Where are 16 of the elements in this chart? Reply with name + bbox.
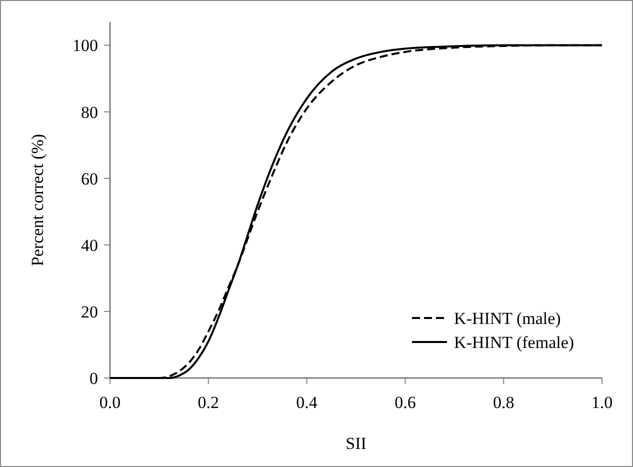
x-tick-label: 0.4 bbox=[296, 393, 318, 412]
y-tick-label: 100 bbox=[72, 36, 98, 56]
x-tick-label: 1.0 bbox=[591, 393, 613, 412]
legend-label: K-HINT (male) bbox=[454, 308, 561, 328]
x-tick-label: 0.2 bbox=[198, 393, 220, 412]
y-tick-label: 20 bbox=[81, 302, 98, 322]
x-tick-label: 0.0 bbox=[99, 393, 121, 412]
x-axis-title: SII bbox=[346, 434, 367, 453]
x-tick-label: 0.6 bbox=[394, 393, 416, 412]
y-tick-label: 60 bbox=[81, 169, 98, 188]
x-tick-label: 0.8 bbox=[492, 393, 514, 412]
y-tick-label: 40 bbox=[81, 236, 98, 255]
y-axis-title: Percent correct (%) bbox=[28, 134, 47, 266]
y-tick-label: 0 bbox=[90, 368, 98, 388]
y-tick-label: 80 bbox=[81, 102, 98, 122]
legend-label: K-HINT (female) bbox=[454, 332, 574, 352]
